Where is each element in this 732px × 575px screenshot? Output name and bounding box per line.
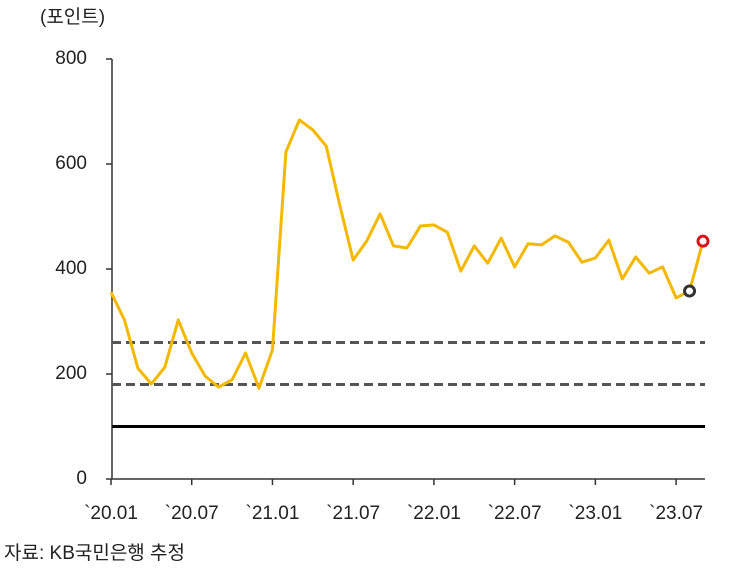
x-tick-label: `21.07 xyxy=(326,503,380,524)
y-tick-label: 0 xyxy=(76,468,87,489)
point-marker xyxy=(696,234,710,248)
point-marker xyxy=(683,284,697,298)
source-note: 자료: KB국민은행 추정 xyxy=(4,542,185,564)
x-tick-label: `23.01 xyxy=(568,503,622,524)
x-tick-label: `21.01 xyxy=(246,503,300,524)
y-tick-label: 800 xyxy=(55,48,87,69)
x-tick-label: `20.01 xyxy=(84,503,138,524)
y-tick-label: 400 xyxy=(55,258,87,279)
y-tick-label: 200 xyxy=(55,363,87,384)
y-axis-unit: (포인트) xyxy=(40,6,105,28)
x-tick-label: `22.07 xyxy=(488,503,542,524)
y-tick-label: 600 xyxy=(55,153,87,174)
x-tick-label: `20.07 xyxy=(165,503,219,524)
x-tick-label: `23.07 xyxy=(649,503,703,524)
x-tick-label: `22.01 xyxy=(407,503,461,524)
data-line xyxy=(109,118,705,390)
